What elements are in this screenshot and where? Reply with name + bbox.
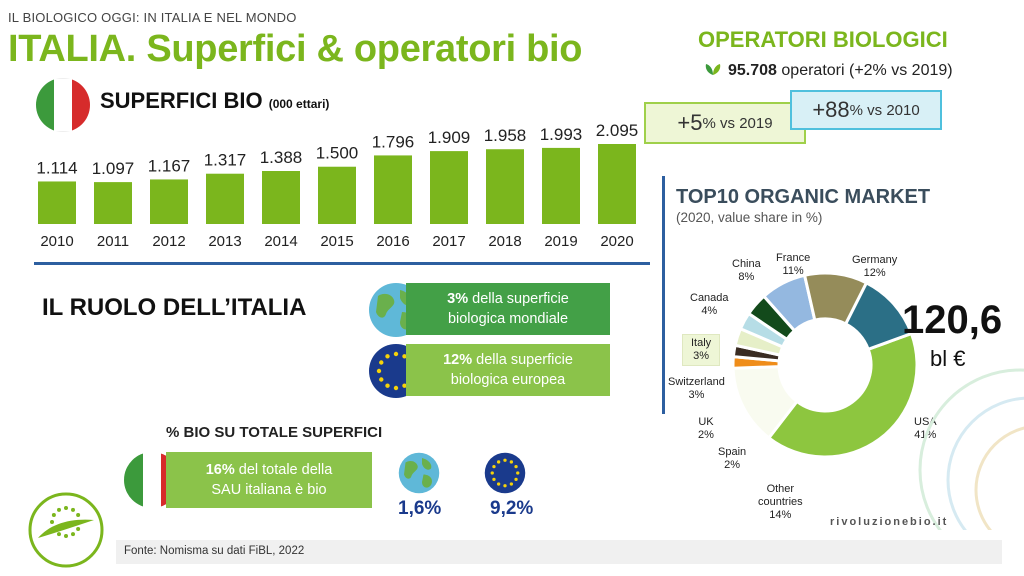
operators-line: 95.708 operatori (+2% vs 2019) xyxy=(704,62,953,80)
bar-2010 xyxy=(38,181,76,224)
slice-label-china: China 8% xyxy=(732,258,761,283)
pct-bio-title: % BIO SU TOTALE SUPERFICI xyxy=(166,424,383,441)
callout-vs-2010: +88% vs 2010 xyxy=(790,90,942,130)
bar-label-2014: 1.388 xyxy=(260,148,303,167)
slice-label-france: France 11% xyxy=(776,252,811,277)
tick-label-2011: 2011 xyxy=(97,233,129,250)
tick-label-2013: 2013 xyxy=(208,233,241,250)
market-total-value: 120,6 xyxy=(902,298,1003,342)
bar-label-2015: 1.500 xyxy=(316,144,359,163)
bar-2015 xyxy=(318,166,356,224)
slice-label-canada: Canada 4% xyxy=(690,292,729,317)
tick-label-2020: 2020 xyxy=(600,233,633,250)
source-footer: Fonte: Nomisma su dati FiBL, 2022 xyxy=(116,540,1002,564)
pct-eu-value: 9,2% xyxy=(490,498,534,519)
role-title: IL RUOLO DELL’ITALIA xyxy=(42,294,307,321)
surfaces-title: SUPERFICI BIO (000 ettari) xyxy=(100,88,330,113)
chart-divider xyxy=(34,262,650,265)
bar-2012 xyxy=(150,179,188,224)
slice-label-italy: Italy 3% xyxy=(682,334,721,366)
market-subtitle: (2020, value share in %) xyxy=(676,210,823,225)
bar-2016 xyxy=(374,155,412,224)
tick-label-2015: 2015 xyxy=(320,233,353,250)
bar-label-2010: 1.114 xyxy=(36,158,77,177)
tick-label-2018: 2018 xyxy=(488,233,521,250)
globe-small-icon xyxy=(398,452,440,494)
brand-text: rivoluzionebio.it xyxy=(830,516,949,528)
slice-germany xyxy=(843,280,914,352)
bar-2017 xyxy=(430,151,468,224)
tick-label-2010: 2010 xyxy=(40,233,73,250)
bar-label-2020: 2.095 xyxy=(596,121,639,140)
kicker-text: IL BIOLOGICO OGGI: IN ITALIA E NEL MONDO xyxy=(8,10,297,25)
tick-label-2017: 2017 xyxy=(432,233,465,250)
surfaces-bar-chart: 1.114 2010 1.097 2011 1.167 2012 1.317 2013 1.38… xyxy=(36,121,639,250)
slice-label-other-countries: Other countries 14% xyxy=(758,483,803,521)
market-title: TOP10 ORGANIC MARKET xyxy=(676,186,931,208)
market-divider xyxy=(662,176,665,414)
leaf-icon xyxy=(705,64,721,75)
bar-label-2019: 1.993 xyxy=(540,125,583,144)
slice-label-uk: UK 2% xyxy=(698,416,714,441)
tick-label-2019: 2019 xyxy=(544,233,577,250)
bar-label-2018: 1.958 xyxy=(484,126,527,145)
slice-usa xyxy=(766,331,919,459)
callout-vs-2019: +5% vs 2019 xyxy=(644,102,806,144)
bar-2011 xyxy=(94,182,132,224)
operators-value: 95.708 xyxy=(728,62,777,79)
slice-label-switzerland: Switzerland 3% xyxy=(668,376,725,401)
slice-label-spain: Spain 2% xyxy=(718,446,747,471)
callout-vs-2019-value: +5 xyxy=(677,110,703,135)
bar-label-2013: 1.317 xyxy=(204,151,247,170)
decorative-rings xyxy=(918,368,1024,530)
callout-vs-2019-text: % vs 2019 xyxy=(702,114,773,132)
tick-label-2016: 2016 xyxy=(376,233,409,250)
bar-label-2012: 1.167 xyxy=(148,156,191,175)
callout-vs-2010-value: +88 xyxy=(812,97,850,122)
bar-label-2016: 1.796 xyxy=(372,132,415,151)
eu-share-box: 12% della superficie biologica europea xyxy=(406,344,610,396)
bar-2020 xyxy=(598,144,636,224)
page-title: ITALIA. Superfici & operatori bio xyxy=(8,28,583,70)
bar-2013 xyxy=(206,173,244,224)
surfaces-unit: (000 ettari) xyxy=(268,97,330,111)
slice-label-germany: Germany 12% xyxy=(852,254,898,279)
tick-label-2012: 2012 xyxy=(152,233,185,250)
bar-label-2017: 1.909 xyxy=(428,128,471,147)
eu-flag-small-icon xyxy=(484,452,526,494)
pct-world-value: 1,6% xyxy=(398,498,442,519)
bar-2018 xyxy=(486,149,524,224)
bar-2014 xyxy=(262,170,300,224)
eu-organic-logo xyxy=(28,492,104,568)
sau-share-box: 16% del totale della SAU italiana è bio xyxy=(166,452,372,508)
operators-text: operatori (+2% vs 2019) xyxy=(781,62,953,79)
operators-title: OPERATORI BIOLOGICI xyxy=(698,27,948,52)
bar-2019 xyxy=(542,147,580,224)
market-donut-chart xyxy=(731,271,919,459)
tick-label-2014: 2014 xyxy=(264,233,297,250)
bar-label-2011: 1.097 xyxy=(92,159,135,178)
italy-flag-icon xyxy=(36,78,90,132)
market-total-unit: bl € xyxy=(930,346,966,371)
world-share-box: 3% della superficie biologica mondiale xyxy=(406,283,610,335)
callout-vs-2010-text: % vs 2010 xyxy=(849,101,920,119)
